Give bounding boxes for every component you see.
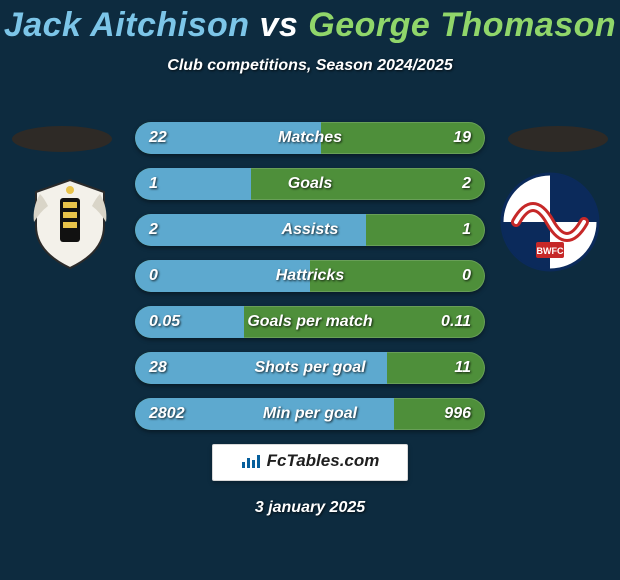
chart-icon: [241, 453, 261, 469]
stat-bar: 0.05Goals per match0.11: [135, 306, 485, 338]
stat-value-right: 0: [462, 260, 471, 292]
stat-value-right: 19: [453, 122, 471, 154]
stat-label: Min per goal: [135, 398, 485, 430]
comparison-card: Jack Aitchison vs George Thomason Club c…: [0, 0, 620, 580]
brand-label: FcTables.com: [267, 451, 380, 471]
stat-value-right: 0.11: [441, 306, 471, 338]
stat-value-right: 2: [462, 168, 471, 200]
stat-label: Assists: [135, 214, 485, 246]
stat-bar: 2Assists1: [135, 214, 485, 246]
footer: FcTables.com 3 january 2025: [0, 444, 620, 517]
brand: FcTables.com: [241, 451, 380, 471]
stat-value-right: 1: [462, 214, 471, 246]
stat-bar: 1Goals2: [135, 168, 485, 200]
stat-label: Goals: [135, 168, 485, 200]
stat-bar: 0Hattricks0: [135, 260, 485, 292]
stat-label: Goals per match: [135, 306, 485, 338]
stat-label: Matches: [135, 122, 485, 154]
player2-name: George Thomason: [308, 6, 616, 44]
vs-separator: vs: [260, 6, 299, 44]
stat-label: Shots per goal: [135, 352, 485, 384]
badge-shadow-right: [508, 126, 608, 152]
stat-bar: 22Matches19: [135, 122, 485, 154]
stats-list: 22Matches191Goals22Assists10Hattricks00.…: [135, 122, 485, 444]
subtitle: Club competitions, Season 2024/2025: [0, 57, 620, 75]
player1-name: Jack Aitchison: [4, 6, 250, 44]
svg-text:BWFC: BWFC: [537, 246, 564, 256]
brand-box: FcTables.com: [212, 444, 409, 481]
stat-value-right: 11: [454, 352, 471, 384]
page-title: Jack Aitchison vs George Thomason: [0, 0, 620, 45]
stat-value-right: 996: [444, 398, 471, 430]
stat-label: Hattricks: [135, 260, 485, 292]
club-badge-left: [20, 172, 120, 272]
club-badge-right: BWFC: [500, 172, 600, 272]
stat-bar: 2802Min per goal996: [135, 398, 485, 430]
date: 3 january 2025: [0, 499, 620, 517]
badge-shadow-left: [12, 126, 112, 152]
stat-bar: 28Shots per goal11: [135, 352, 485, 384]
